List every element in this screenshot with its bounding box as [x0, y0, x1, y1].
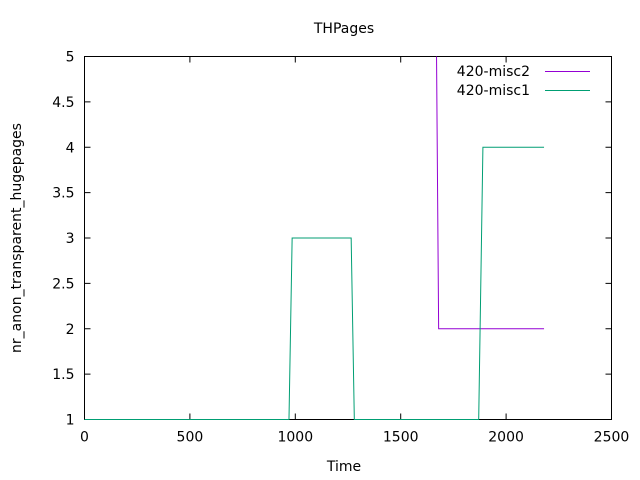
x-tick-label: 2000	[488, 430, 524, 446]
legend: 420-misc2 420-misc1	[457, 64, 590, 99]
legend-label-420-misc2: 420-misc2	[457, 64, 530, 80]
legend-label-420-misc1: 420-misc1	[457, 83, 530, 99]
x-tick-label: 1500	[383, 430, 419, 446]
y-tick-label: 4.5	[52, 95, 74, 111]
y-tick-label: 2.5	[52, 276, 74, 292]
y-tick-label: 1.5	[52, 367, 74, 383]
y-tick-label: 3.5	[52, 186, 74, 202]
y-tick-label: 4	[66, 140, 75, 156]
y-tick-label: 1	[66, 413, 75, 429]
y-tick-label: 3	[66, 231, 75, 247]
y-axis-label: nr_anon_transparent_hugepages	[9, 123, 25, 353]
y-axis: 1 1.5 2 2.5 3 3.5 4 4.5 5	[52, 50, 612, 429]
y-tick-label: 2	[66, 322, 75, 338]
series-layer	[84, 56, 545, 420]
series-line-420-misc1	[84, 146, 545, 420]
series-line-420-misc2	[436, 56, 545, 330]
x-axis: 0 500 1000 1500 2000 2500	[80, 56, 630, 446]
x-tick-label: 1000	[277, 430, 313, 446]
y-tick-label: 5	[66, 50, 75, 66]
chart-title: THPages	[313, 21, 374, 37]
x-tick-label: 0	[80, 430, 89, 446]
x-axis-label: Time	[326, 459, 361, 475]
x-tick-label: 500	[177, 430, 204, 446]
x-tick-label: 2500	[594, 430, 630, 446]
